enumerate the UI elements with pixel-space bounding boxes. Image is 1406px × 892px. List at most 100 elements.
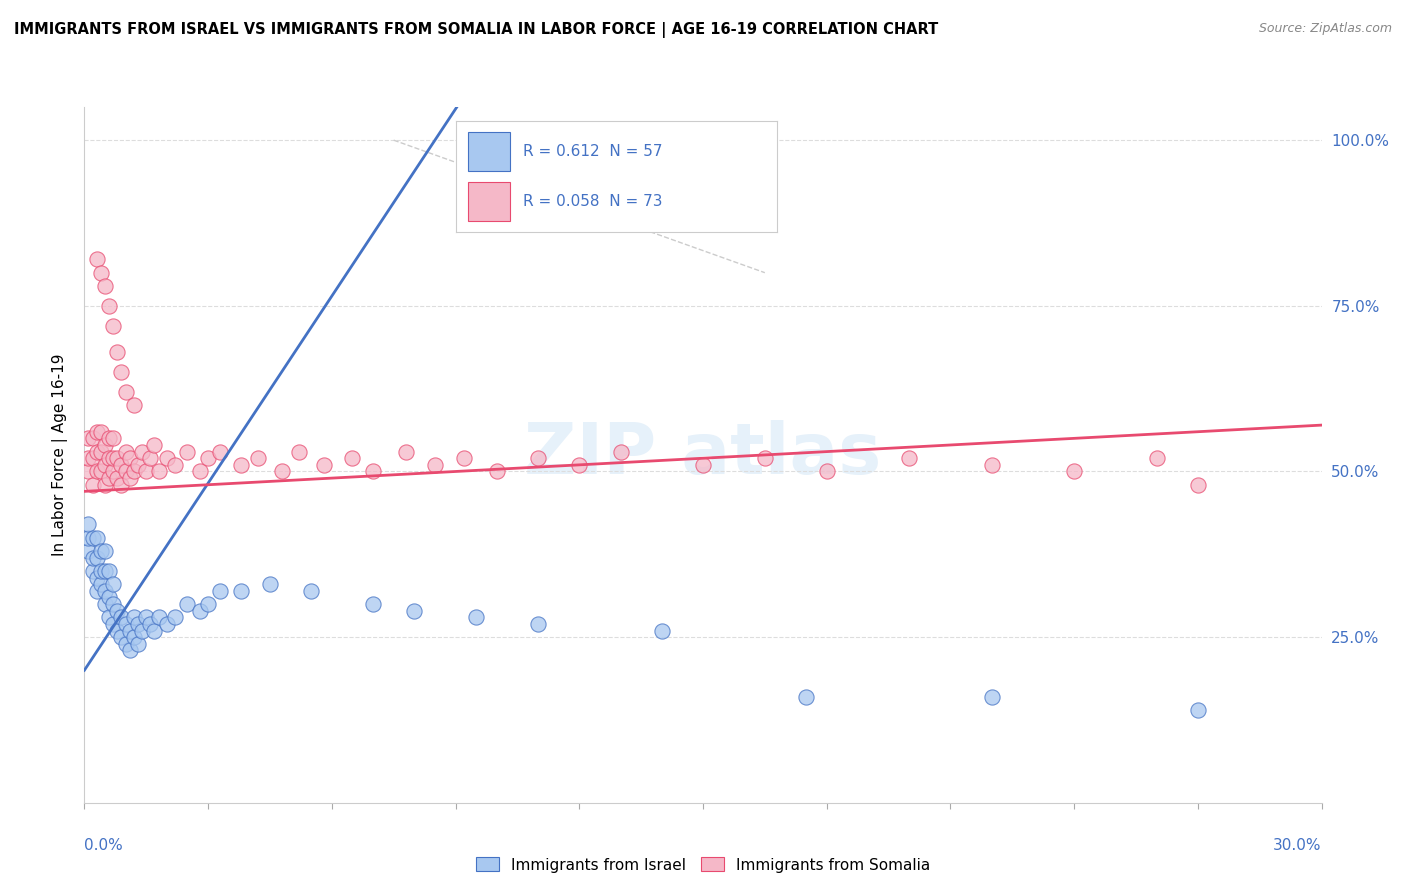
Point	[105, 345, 128, 359]
Point	[148, 465, 170, 479]
Point	[114, 444, 136, 458]
Point	[148, 610, 170, 624]
Point	[135, 465, 157, 479]
Point	[110, 365, 132, 379]
Point	[82, 477, 104, 491]
Point	[98, 471, 121, 485]
Point	[980, 690, 1002, 704]
Point	[90, 465, 112, 479]
Point	[98, 299, 121, 313]
Point	[77, 517, 100, 532]
Point	[94, 477, 117, 491]
Point	[1187, 703, 1209, 717]
Point	[127, 637, 149, 651]
Point	[165, 458, 187, 472]
Point	[176, 597, 198, 611]
Point	[90, 266, 112, 280]
Point	[98, 431, 121, 445]
Point	[118, 471, 141, 485]
Point	[1146, 451, 1168, 466]
Point	[94, 597, 117, 611]
Text: 0.0%: 0.0%	[84, 838, 124, 854]
Point	[94, 583, 117, 598]
Point	[82, 564, 104, 578]
Point	[105, 451, 128, 466]
Point	[1187, 477, 1209, 491]
Point	[94, 279, 117, 293]
Point	[98, 564, 121, 578]
Point	[229, 458, 252, 472]
Point	[404, 604, 426, 618]
Point	[82, 550, 104, 565]
Point	[527, 451, 550, 466]
Point	[246, 451, 269, 466]
Point	[423, 458, 446, 472]
Point	[114, 637, 136, 651]
Point	[143, 624, 166, 638]
Point	[122, 465, 145, 479]
Point	[86, 252, 108, 267]
Point	[118, 451, 141, 466]
Point	[361, 465, 384, 479]
Point	[156, 616, 179, 631]
Point	[176, 444, 198, 458]
Point	[114, 616, 136, 631]
Point	[77, 531, 100, 545]
Y-axis label: In Labor Force | Age 16-19: In Labor Force | Age 16-19	[52, 353, 69, 557]
Point	[94, 438, 117, 452]
Point	[103, 465, 125, 479]
Point	[86, 583, 108, 598]
Point	[135, 610, 157, 624]
Point	[299, 583, 322, 598]
Legend: Immigrants from Israel, Immigrants from Somalia: Immigrants from Israel, Immigrants from …	[470, 851, 936, 879]
Point	[94, 564, 117, 578]
Point	[103, 577, 125, 591]
Point	[82, 431, 104, 445]
Point	[103, 451, 125, 466]
Point	[271, 465, 294, 479]
Point	[90, 444, 112, 458]
Text: IMMIGRANTS FROM ISRAEL VS IMMIGRANTS FROM SOMALIA IN LABOR FORCE | AGE 16-19 COR: IMMIGRANTS FROM ISRAEL VS IMMIGRANTS FRO…	[14, 22, 938, 38]
Point	[77, 451, 100, 466]
Point	[485, 465, 508, 479]
Point	[754, 451, 776, 466]
Point	[110, 610, 132, 624]
Point	[453, 451, 475, 466]
Point	[188, 465, 211, 479]
Point	[395, 444, 418, 458]
Point	[82, 531, 104, 545]
Text: ZIP atlas: ZIP atlas	[524, 420, 882, 490]
Point	[110, 477, 132, 491]
Point	[77, 431, 100, 445]
Point	[122, 610, 145, 624]
Point	[794, 690, 817, 704]
Point	[103, 431, 125, 445]
Point	[105, 471, 128, 485]
Point	[127, 458, 149, 472]
Point	[131, 444, 153, 458]
Point	[77, 465, 100, 479]
Point	[209, 444, 232, 458]
Point	[98, 451, 121, 466]
Point	[156, 451, 179, 466]
Point	[122, 630, 145, 644]
Point	[82, 451, 104, 466]
Point	[342, 451, 364, 466]
Point	[98, 591, 121, 605]
Point	[94, 544, 117, 558]
Point	[197, 451, 219, 466]
Point	[1063, 465, 1085, 479]
Point	[114, 384, 136, 399]
Point	[122, 398, 145, 412]
Point	[609, 444, 631, 458]
Point	[131, 624, 153, 638]
Point	[651, 624, 673, 638]
Point	[259, 577, 281, 591]
Point	[90, 544, 112, 558]
Point	[288, 444, 311, 458]
Point	[118, 624, 141, 638]
Point	[105, 604, 128, 618]
Point	[103, 597, 125, 611]
Point	[105, 624, 128, 638]
Point	[815, 465, 838, 479]
